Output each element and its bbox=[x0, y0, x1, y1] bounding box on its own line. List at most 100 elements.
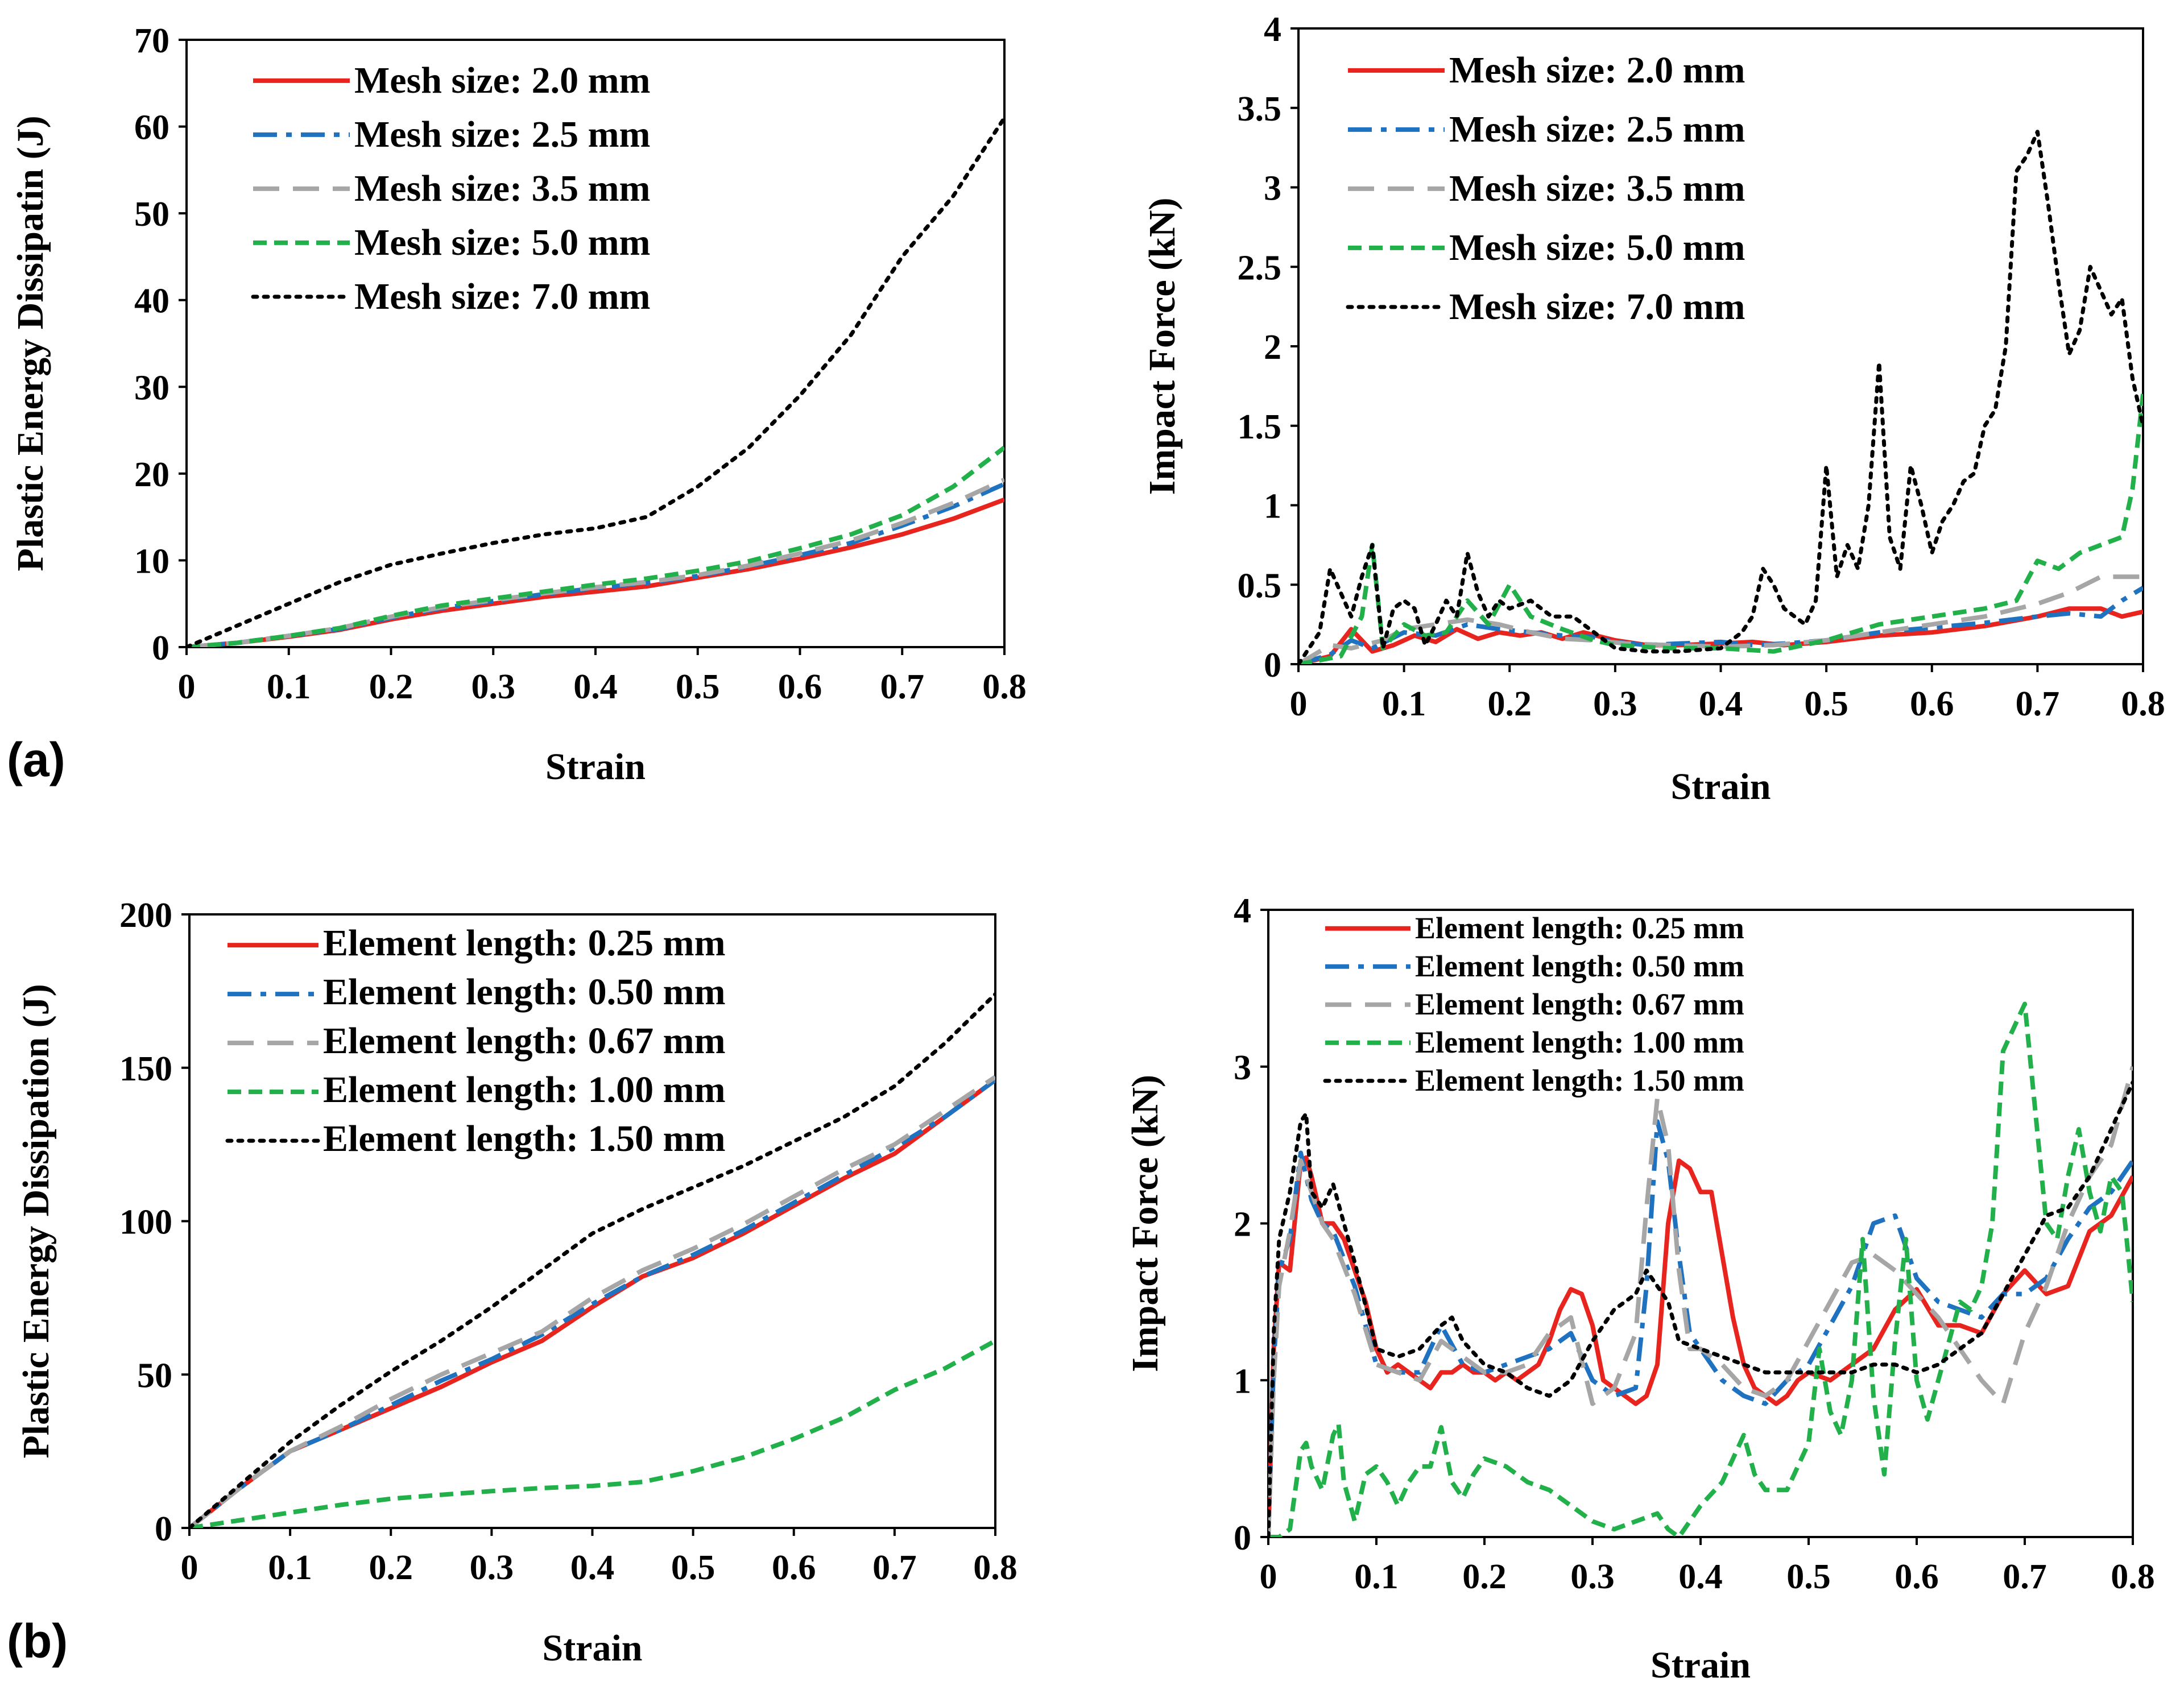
x-tick-label: 0 bbox=[178, 668, 196, 706]
y-axis-label: Impact Force (kN) bbox=[1141, 198, 1183, 495]
y-tick-label: 2.5 bbox=[1238, 248, 1282, 287]
series-line bbox=[1268, 1066, 2133, 1537]
legend-entry: Mesh size: 5.0 mm bbox=[354, 222, 651, 263]
legend-entry: Element length: 0.25 mm bbox=[1415, 911, 1744, 945]
x-tick-label: 0.1 bbox=[267, 668, 311, 706]
legend-entry: Element length: 1.50 mm bbox=[1415, 1063, 1744, 1097]
series-line bbox=[1268, 1001, 2133, 1537]
legend-entry: Mesh size: 7.0 mm bbox=[354, 276, 651, 317]
x-axis-label: Strain bbox=[542, 1627, 642, 1669]
y-tick-label: 0 bbox=[155, 1510, 172, 1548]
panel-label-a: (a) bbox=[7, 733, 65, 786]
y-tick-label: 20 bbox=[134, 455, 169, 494]
y-tick-label: 10 bbox=[134, 542, 169, 581]
y-tick-label: 3 bbox=[1264, 169, 1281, 208]
legend-entry: Element length: 0.67 mm bbox=[1415, 987, 1744, 1021]
x-tick-label: 0.2 bbox=[1488, 685, 1532, 723]
series-line bbox=[187, 482, 1004, 647]
x-tick-label: 0.1 bbox=[1354, 1558, 1399, 1596]
x-tick-label: 0.6 bbox=[1910, 685, 1954, 723]
x-tick-label: 0.4 bbox=[573, 668, 618, 706]
y-tick-label: 3 bbox=[1234, 1049, 1251, 1087]
legend-entry: Element length: 0.67 mm bbox=[323, 1020, 726, 1062]
y-tick-label: 30 bbox=[134, 368, 169, 407]
legend-entry: Mesh size: 3.5 mm bbox=[354, 168, 651, 209]
y-tick-label: 4 bbox=[1234, 892, 1251, 930]
x-tick-label: 0.8 bbox=[982, 668, 1027, 706]
chart-b-impact-force: 0 0.1 0.2 0.3 0.4 0.5 0.6 0.7 0.8 0 1 2 3 4 Strain Impa… bbox=[1124, 892, 2155, 1686]
y-tick-label: 40 bbox=[134, 282, 169, 321]
x-tick-label: 0.3 bbox=[1593, 685, 1637, 723]
x-axis-label: Strain bbox=[1651, 1645, 1751, 1686]
y-tick-label: 1 bbox=[1264, 487, 1281, 526]
chart-b-plastic-energy: 0 0.1 0.2 0.3 0.4 0.5 0.6 0.7 0.8 0 50 100 150 200 Str… bbox=[15, 896, 1017, 1669]
x-tick-label: 0.5 bbox=[1804, 685, 1848, 723]
y-axis-label: Impact Force (kN) bbox=[1124, 1075, 1166, 1372]
x-tick-label: 0.3 bbox=[1570, 1558, 1615, 1596]
x-tick-label: 0.8 bbox=[2111, 1558, 2155, 1596]
y-axis-label: Plastic Energy Dissipatin (J) bbox=[10, 115, 51, 571]
y-tick-label: 1 bbox=[1234, 1362, 1251, 1401]
x-tick-label: 0.7 bbox=[2003, 1558, 2047, 1596]
legend-entry: Element length: 1.00 mm bbox=[1415, 1025, 1744, 1059]
legend-entry: Mesh size: 2.5 mm bbox=[354, 114, 651, 155]
y-tick-label: 2 bbox=[1234, 1206, 1251, 1244]
legend-entry: Mesh size: 3.5 mm bbox=[1449, 168, 1745, 209]
legend-entry: Element length: 0.50 mm bbox=[1415, 949, 1744, 983]
x-tick-label: 0.5 bbox=[671, 1548, 715, 1587]
series-line bbox=[189, 992, 995, 1528]
y-tick-label: 1.5 bbox=[1238, 408, 1282, 446]
x-tick-label: 0.3 bbox=[471, 668, 516, 706]
series-line bbox=[1268, 1080, 2133, 1537]
chart-a-plastic-energy: 0 0.1 0.2 0.3 0.4 0.5 0.6 0.7 0.8 0 10 20 30 40 50 60 70… bbox=[10, 22, 1027, 788]
y-tick-label: 0.5 bbox=[1238, 566, 1282, 605]
x-tick-label: 0.8 bbox=[2121, 685, 2165, 723]
legend-entry: Mesh size: 7.0 mm bbox=[1449, 286, 1745, 328]
x-tick-label: 0.1 bbox=[268, 1548, 312, 1587]
series-line bbox=[1298, 130, 2143, 664]
y-tick-label: 150 bbox=[119, 1050, 172, 1088]
y-tick-label: 3.5 bbox=[1238, 90, 1282, 129]
x-tick-label: 0 bbox=[1260, 1558, 1277, 1596]
series-line bbox=[187, 115, 1004, 647]
series-line bbox=[189, 1075, 995, 1528]
y-tick-label: 50 bbox=[137, 1356, 172, 1395]
chart-a-impact-force: 0 0.1 0.2 0.3 0.4 0.5 0.6 0.7 0.8 0 0.5 1 1.5 2 2.5 3 3.… bbox=[1141, 10, 2165, 807]
x-tick-label: 0.7 bbox=[880, 668, 925, 706]
y-tick-label: 2 bbox=[1264, 328, 1281, 367]
x-tick-label: 0.3 bbox=[470, 1548, 514, 1587]
x-tick-label: 0.6 bbox=[1895, 1558, 1939, 1596]
x-tick-label: 0.5 bbox=[676, 668, 720, 706]
y-axis-label: Plastic Energy Dissipation (J) bbox=[15, 984, 57, 1458]
legend-entry: Mesh size: 2.0 mm bbox=[1449, 49, 1745, 91]
x-axis-label: Strain bbox=[545, 746, 646, 788]
y-tick-label: 0 bbox=[1234, 1519, 1251, 1558]
legend-entry: Element length: 1.50 mm bbox=[323, 1118, 726, 1159]
y-tick-label: 0 bbox=[1264, 646, 1281, 685]
legend-entry: Element length: 0.25 mm bbox=[323, 922, 726, 964]
y-tick-label: 100 bbox=[119, 1203, 172, 1242]
series-line bbox=[1298, 393, 2143, 664]
x-tick-label: 0.2 bbox=[1462, 1558, 1507, 1596]
legend-entry: Mesh size: 2.5 mm bbox=[1449, 109, 1745, 150]
y-tick-label: 60 bbox=[134, 109, 169, 147]
y-tick-label: 200 bbox=[119, 896, 172, 935]
series-line bbox=[1268, 1119, 2133, 1537]
legend-entry: Element length: 1.00 mm bbox=[323, 1069, 726, 1111]
legend-entry: Mesh size: 2.0 mm bbox=[354, 60, 651, 101]
y-tick-label: 4 bbox=[1264, 10, 1281, 49]
x-tick-label: 0.6 bbox=[772, 1548, 816, 1587]
y-tick-label: 50 bbox=[134, 195, 169, 234]
x-tick-label: 0.6 bbox=[778, 668, 822, 706]
x-tick-label: 0.8 bbox=[973, 1548, 1017, 1587]
legend-entry: Mesh size: 5.0 mm bbox=[1449, 227, 1745, 268]
y-tick-label: 0 bbox=[152, 629, 169, 668]
x-tick-label: 0.7 bbox=[872, 1548, 917, 1587]
x-tick-label: 0.4 bbox=[1678, 1558, 1723, 1596]
series-line bbox=[187, 445, 1004, 647]
x-tick-label: 0.4 bbox=[570, 1548, 615, 1587]
x-tick-label: 0.4 bbox=[1699, 685, 1743, 723]
x-tick-label: 0.1 bbox=[1382, 685, 1426, 723]
y-tick-label: 70 bbox=[134, 22, 169, 60]
